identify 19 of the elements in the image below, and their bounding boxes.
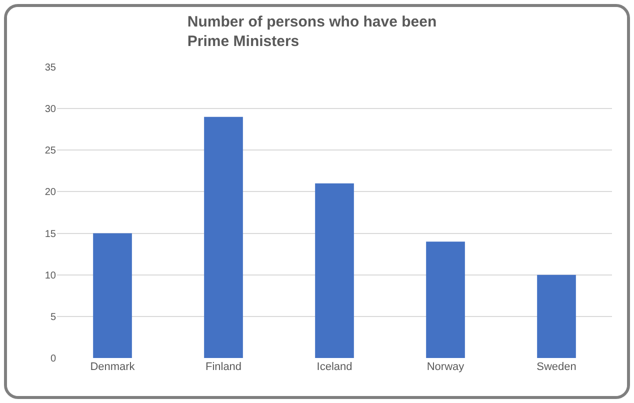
- x-tick-label: Sweden: [536, 361, 576, 373]
- x-tick-label: Iceland: [316, 361, 352, 373]
- y-tick-label: 15: [44, 228, 56, 240]
- y-tick-label: 0: [50, 354, 56, 364]
- x-tick-label: Denmark: [90, 361, 136, 373]
- bar: [204, 116, 243, 358]
- y-tick-label: 30: [44, 104, 56, 116]
- y-tick-label: 25: [44, 146, 56, 157]
- y-tick-label: 5: [50, 312, 56, 323]
- x-tick-label: Finland: [205, 361, 242, 373]
- bar: [426, 242, 465, 358]
- y-tick-label: 20: [44, 187, 56, 198]
- bar: [315, 183, 354, 358]
- bar: [537, 274, 576, 358]
- chart-title: Number of persons who have been Prime Ministers: [187, 13, 437, 50]
- y-tick-label: 10: [44, 270, 56, 282]
- x-tick-label: Norway: [426, 361, 465, 373]
- bar: [93, 233, 132, 358]
- y-tick-label: 35: [44, 62, 56, 74]
